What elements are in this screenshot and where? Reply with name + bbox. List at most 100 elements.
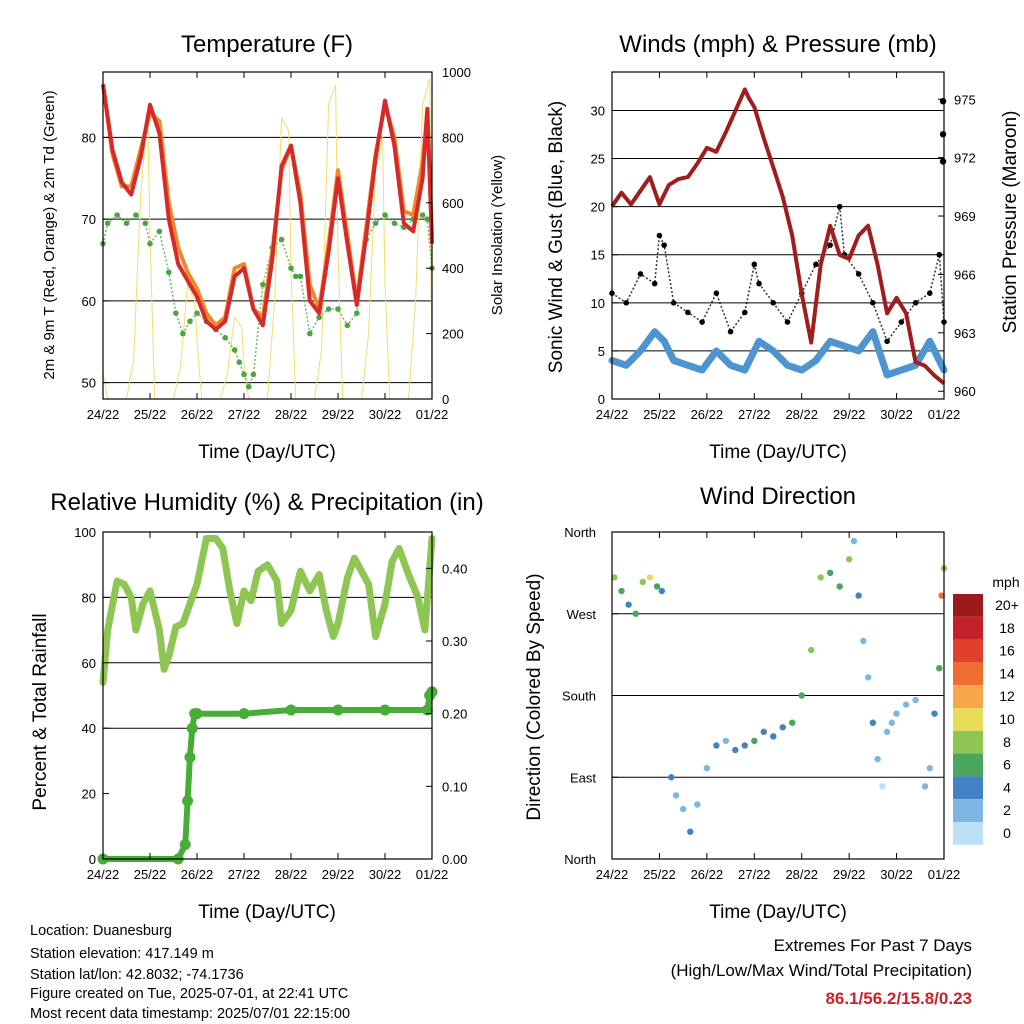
winds-plot-frame <box>611 71 945 400</box>
td-point <box>424 216 431 222</box>
y-tick-label: 20 <box>591 200 605 215</box>
td-point <box>250 371 257 378</box>
pressure_recent-point <box>939 131 947 138</box>
td-point <box>260 281 266 288</box>
gust-point <box>827 242 833 248</box>
x-tick-label: 28/22 <box>275 867 308 882</box>
gust-point <box>661 242 667 248</box>
td-point <box>142 220 149 227</box>
y-tick-label: 30 <box>591 103 605 118</box>
td-point <box>104 220 111 227</box>
direction-point <box>653 583 661 590</box>
direction-point <box>938 592 945 599</box>
x-tick-label: 01/22 <box>416 867 449 882</box>
direction-point <box>888 719 896 726</box>
x-tick-label: 27/22 <box>228 407 261 422</box>
station-location: Location: Duanesburg <box>30 923 172 939</box>
humidity-xlabel: Time (Day/UTC) <box>198 902 336 923</box>
temperature-series <box>100 78 435 400</box>
td-point <box>241 371 247 378</box>
solar-ylabel: Solar Insolation (Yellow) <box>489 155 506 315</box>
legend-label: 2 <box>1003 802 1011 818</box>
y-tick-label: 80 <box>82 590 96 605</box>
y-right-tick-label: 200 <box>442 327 464 342</box>
legend-label: 10 <box>999 711 1015 727</box>
gust-point <box>926 290 933 297</box>
x-tick-label: 27/22 <box>738 867 771 882</box>
y-right-tick-label: 1000 <box>442 65 471 80</box>
direction-point <box>850 537 858 545</box>
direction-point <box>864 674 872 681</box>
precip-point <box>191 708 203 720</box>
gust-point <box>813 261 819 268</box>
winds-xlabel: Time (Day/UTC) <box>709 442 847 463</box>
direction-point <box>879 783 886 790</box>
direction-point <box>703 764 711 772</box>
direction-point <box>926 764 933 772</box>
x-tick-label: 29/22 <box>833 867 866 882</box>
td-point <box>123 220 130 227</box>
gust-point <box>651 280 658 287</box>
td-point <box>231 347 238 353</box>
precip-point <box>332 704 344 716</box>
direction-point <box>694 801 701 808</box>
x-tick-label: 26/22 <box>181 867 214 882</box>
x-tick-label: 30/22 <box>369 407 402 422</box>
speed-legend: 20+ 18 16 14 12 10 8 6 4 2 0 <box>953 594 1019 845</box>
td-point <box>307 330 313 337</box>
legend-swatch <box>953 594 983 617</box>
td-point <box>382 212 388 218</box>
direction-point <box>687 828 694 835</box>
direction-point <box>817 574 824 581</box>
x-tick-label: 30/22 <box>369 867 402 882</box>
x-tick-label: 30/22 <box>880 407 913 422</box>
legend-label: 18 <box>999 620 1015 636</box>
direction-point <box>855 592 862 599</box>
direction-point <box>732 746 739 754</box>
legend-swatch <box>953 639 983 663</box>
gust-point <box>685 309 691 316</box>
y-right-tick-label: 400 <box>442 261 464 276</box>
extremes-values: 86.1/56.2/15.8/0.23 <box>825 989 972 1008</box>
temperature-plot-frame <box>102 71 433 400</box>
gust-point <box>770 300 777 306</box>
humidity-grid <box>103 596 432 729</box>
humidity-series <box>97 535 438 865</box>
gust-point <box>756 280 762 287</box>
td-point <box>133 212 139 218</box>
legend-swatch <box>953 708 983 731</box>
td-point <box>180 330 186 337</box>
temperature-ylabel: 2m & 9m T (Red, Orange) & 2m Td (Green) <box>41 90 58 379</box>
station-info: Location: Duanesburg Station elevation: … <box>30 923 350 1022</box>
direction-point <box>936 665 943 672</box>
legend-label: 6 <box>1003 757 1011 773</box>
x-tick-label: 27/22 <box>738 407 771 422</box>
station-latlon: Station lat/lon: 42.8032; -74.1736 <box>30 967 244 983</box>
extremes-block: Extremes For Past 7 Days (High/Low/Max W… <box>671 936 972 1008</box>
td-point <box>166 269 172 276</box>
direction-point <box>646 574 654 581</box>
direction-point <box>625 601 632 608</box>
direction-point <box>639 578 647 586</box>
gust-point <box>637 271 644 277</box>
x-tick-label: 24/22 <box>87 407 120 422</box>
y-right-tick-label: 0.20 <box>442 707 467 722</box>
precip-point <box>186 722 198 734</box>
direction-point <box>658 587 665 595</box>
direction-panel: Wind Direction 24/22 25/22 26/22 27/22 28/22… <box>524 483 1020 923</box>
gust-point <box>751 261 758 268</box>
humidity-plot-frame <box>102 531 433 860</box>
x-tick-label: 28/22 <box>785 407 818 422</box>
legend-label: 8 <box>1003 734 1011 750</box>
td-point <box>297 273 304 280</box>
winds-series <box>608 87 948 385</box>
y-right-tick-label: 600 <box>442 196 464 211</box>
direction-point <box>912 696 919 704</box>
y-right-tick-label: 0.30 <box>442 634 467 649</box>
direction-point <box>668 774 675 781</box>
direction-point <box>760 728 767 736</box>
gust-point <box>727 328 734 335</box>
y-right-tick-label: 0.40 <box>442 561 467 576</box>
td-point <box>325 306 332 312</box>
x-tick-label: 01/22 <box>928 867 961 882</box>
